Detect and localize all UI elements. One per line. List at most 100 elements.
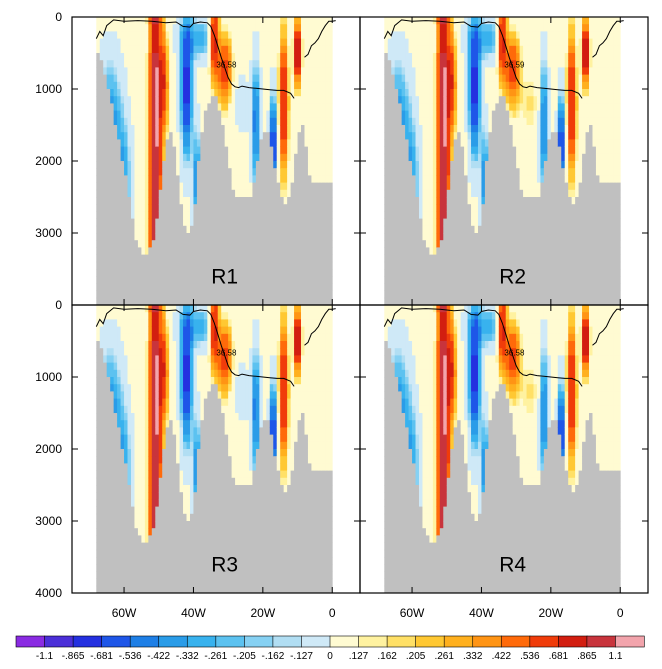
field-cell (450, 89, 455, 97)
field-cell (474, 240, 479, 248)
field-cell (210, 290, 215, 299)
field-cell (151, 197, 156, 205)
field-cell (214, 218, 219, 227)
field-cell (210, 182, 215, 191)
field-cell (387, 17, 392, 25)
field-cell (318, 240, 323, 248)
field-cell (259, 189, 264, 198)
field-cell (242, 297, 246, 305)
field-cell (460, 204, 465, 212)
field-cell (269, 254, 274, 263)
field-cell (252, 125, 257, 133)
field-cell (571, 290, 576, 299)
field-cell (137, 60, 142, 68)
field-cell (328, 81, 333, 90)
field-cell (314, 153, 319, 162)
field-cell (151, 233, 156, 241)
field-cell (547, 53, 552, 61)
field-cell (547, 247, 552, 255)
field-cell (405, 31, 409, 39)
field-cell (169, 168, 174, 176)
field-cell (321, 139, 326, 147)
field-cell (425, 96, 430, 104)
field-cell (512, 233, 517, 241)
field-cell (269, 96, 274, 104)
field-cell (304, 60, 309, 68)
field-cell (398, 117, 403, 126)
field-cell (297, 240, 302, 248)
field-cell (210, 204, 215, 212)
field-cell (172, 204, 177, 212)
field-cell (415, 153, 420, 162)
field-cell (221, 132, 226, 140)
field-cell (224, 74, 229, 83)
field-cell (269, 89, 274, 97)
field-cell (217, 161, 222, 169)
field-cell (255, 247, 260, 255)
field-cell (391, 189, 396, 198)
field-cell (231, 132, 236, 140)
field-cell (242, 161, 246, 169)
field-cell (110, 269, 115, 277)
field-cell (255, 45, 260, 54)
field-cell (557, 240, 562, 248)
field-cell (477, 247, 482, 255)
field-cell (196, 103, 201, 111)
field-cell (474, 146, 479, 155)
field-cell (283, 182, 288, 191)
field-cell (169, 269, 174, 277)
field-cell (575, 168, 579, 176)
field-cell (536, 218, 541, 227)
field-cell (387, 38, 392, 47)
field-cell (398, 261, 403, 270)
field-cell (557, 168, 562, 176)
field-cell (172, 197, 177, 205)
field-cell (530, 297, 534, 305)
field-cell (287, 103, 291, 111)
field-cell (276, 233, 281, 241)
field-cell (391, 17, 396, 25)
field-cell (273, 261, 278, 270)
field-cell (488, 45, 493, 54)
field-cell (474, 89, 479, 97)
field-cell (509, 240, 514, 248)
field-cell (113, 261, 118, 270)
field-cell (290, 211, 295, 219)
field-cell (429, 197, 434, 205)
field-cell (568, 276, 573, 284)
field-cell (269, 276, 274, 284)
field-cell (248, 168, 253, 176)
field-cell (252, 117, 257, 126)
field-cell (498, 211, 503, 219)
field-cell (207, 45, 212, 54)
field-cell (446, 218, 451, 227)
field-cell (183, 74, 187, 83)
field-cell (311, 269, 316, 277)
field-cell (106, 218, 111, 227)
field-cell (436, 247, 441, 255)
field-cell (321, 45, 326, 54)
field-cell (196, 81, 201, 90)
field-cell (328, 269, 333, 277)
field-cell (450, 204, 455, 212)
field-cell (238, 175, 243, 183)
field-cell (436, 233, 441, 241)
field-cell (113, 17, 118, 25)
field-cell (568, 153, 573, 162)
field-cell (238, 261, 243, 270)
field-cell (505, 247, 510, 255)
field-cell (408, 24, 413, 32)
field-cell (287, 240, 291, 248)
field-cell (137, 290, 142, 299)
field-cell (134, 125, 139, 133)
field-cell (467, 146, 472, 155)
field-cell (547, 31, 552, 39)
field-cell (477, 17, 482, 25)
field-cell (172, 53, 177, 61)
field-cell (165, 254, 170, 263)
field-cell (193, 197, 198, 205)
field-cell (491, 38, 496, 47)
field-cell (422, 269, 427, 277)
field-cell (245, 31, 250, 39)
field-cell (259, 146, 264, 155)
